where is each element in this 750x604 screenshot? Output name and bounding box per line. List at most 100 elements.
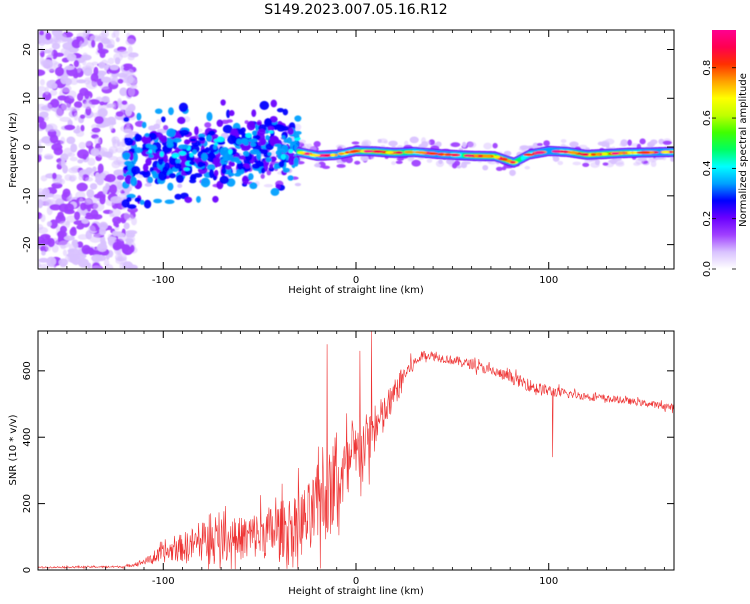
heatmap-cell: [179, 129, 190, 136]
heatmap-cell: [193, 172, 203, 178]
heatmap-cell: [188, 160, 196, 166]
heatmap-cell: [49, 219, 58, 229]
colorbar-tick-label: 0.4: [702, 160, 713, 176]
heatmap-cell: [97, 42, 104, 51]
heatmap-cell: [85, 196, 98, 205]
heatmap-cell: [259, 100, 270, 110]
heatmap-cell: [351, 141, 360, 145]
heatmap-cell: [145, 143, 153, 149]
heatmap-cell: [80, 54, 92, 61]
colorbar-tick-label: 0.8: [702, 60, 713, 76]
heatmap-cell: [534, 151, 546, 154]
heatmap-cell: [52, 172, 57, 180]
heatmap-cell: [76, 92, 84, 102]
heatmap-cell: [249, 182, 258, 190]
heatmap-cell: [92, 166, 97, 173]
heatmap-cell: [80, 202, 87, 211]
heatmap-cell: [178, 102, 189, 113]
heatmap-cell: [322, 165, 331, 170]
heatmap-cell: [196, 195, 201, 203]
heatmap-cell: [141, 169, 151, 178]
heatmap-cell: [175, 158, 181, 164]
heatmap-cell: [39, 78, 45, 86]
heatmap-cell: [204, 122, 212, 128]
heatmap-cell: [281, 135, 286, 140]
spectrogram-ytick-label: -10: [22, 188, 33, 204]
heatmap-cell: [314, 163, 321, 168]
heatmap-cell: [49, 204, 62, 211]
heatmap-cell: [64, 124, 76, 131]
heatmap-cell: [98, 32, 107, 41]
heatmap-cell: [90, 72, 99, 83]
heatmap-cell: [274, 143, 282, 147]
heatmap-cell: [82, 153, 88, 160]
heatmap-cell: [116, 184, 123, 193]
heatmap-cell: [115, 37, 120, 43]
heatmap-cell: [174, 163, 182, 169]
heatmap-cell: [109, 64, 119, 71]
heatmap-cell: [561, 150, 569, 154]
heatmap-cell: [86, 189, 95, 198]
heatmap-cell: [294, 130, 302, 135]
heatmap-cell: [47, 237, 55, 248]
heatmap-cell: [158, 170, 168, 181]
heatmap-cell: [324, 153, 330, 157]
heatmap-cell: [220, 99, 226, 106]
heatmap-cell: [567, 151, 579, 155]
heatmap-cell: [38, 120, 47, 130]
snr-panel: -100 0 100 0 200 400 600 Height of straight li…: [8, 330, 675, 597]
heatmap-cell: [88, 247, 94, 256]
heatmap-cell: [456, 165, 462, 169]
heatmap-cell: [109, 208, 121, 217]
heatmap-cell: [493, 155, 501, 159]
heatmap-cell: [38, 37, 46, 44]
heatmap-cell: [77, 159, 84, 164]
heatmap-cell: [282, 108, 289, 116]
heatmap-cell: [99, 101, 105, 106]
heatmap-cell: [45, 32, 52, 41]
heatmap-cell: [229, 110, 235, 117]
heatmap-cell: [73, 112, 79, 121]
heatmap-cell: [437, 152, 445, 156]
heatmap-cell: [639, 138, 646, 145]
heatmap-cell: [395, 160, 403, 165]
heatmap-cell: [221, 157, 228, 162]
heatmap-cell: [278, 149, 284, 154]
heatmap-cell: [117, 99, 123, 108]
heatmap-cell: [361, 141, 367, 148]
heatmap-cell: [200, 177, 211, 188]
heatmap-cell: [89, 183, 98, 190]
spectrogram-ylabel: Frequency (Hz): [8, 112, 19, 188]
heatmap-cell: [112, 230, 119, 237]
heatmap-cell: [96, 176, 104, 186]
heatmap-cell: [81, 66, 88, 72]
heatmap-cell: [97, 163, 104, 174]
heatmap-cell: [39, 30, 45, 36]
heatmap-cell: [429, 152, 439, 156]
heatmap-cell: [43, 103, 53, 112]
heatmap-cell: [304, 152, 310, 156]
heatmap-cell: [336, 158, 341, 164]
spectrogram-xtick-label: -100: [152, 275, 175, 286]
heatmap-cell: [38, 236, 46, 245]
heatmap-cell: [543, 140, 550, 147]
heatmap-cell: [536, 142, 543, 147]
heatmap-cell: [91, 254, 103, 262]
snr-ytick-label: 200: [22, 494, 33, 513]
spectrogram-ytick-label: 0: [22, 144, 33, 150]
heatmap-cell: [134, 147, 143, 154]
heatmap-cell: [76, 125, 81, 133]
heatmap-cell: [249, 142, 257, 147]
heatmap-cell: [116, 49, 129, 54]
heatmap-cell: [641, 151, 650, 154]
heatmap-cell: [73, 242, 79, 249]
heatmap-cell: [270, 99, 278, 108]
heatmap-cell: [142, 163, 149, 172]
heatmap-cell: [205, 135, 213, 142]
heatmap-cell: [213, 157, 221, 164]
heatmap-cell: [276, 124, 283, 129]
heatmap-cell: [281, 125, 290, 131]
heatmap-cell: [46, 256, 57, 267]
heatmap-cell: [189, 178, 197, 184]
